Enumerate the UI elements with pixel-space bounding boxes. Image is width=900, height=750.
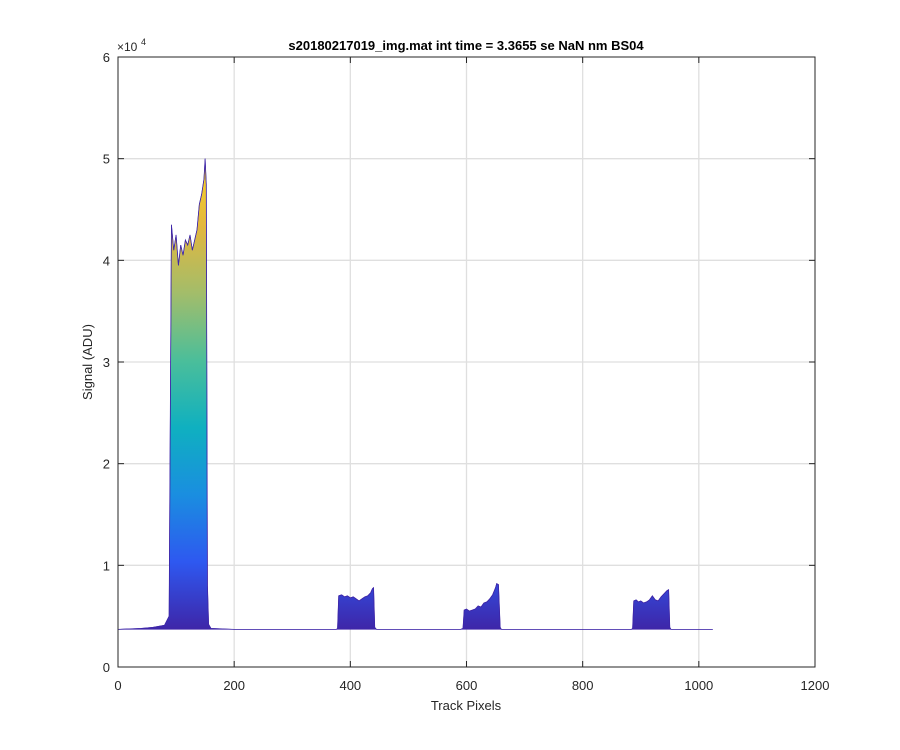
y-exponent-base: ×10 xyxy=(117,40,138,54)
x-axis-label: Track Pixels xyxy=(431,698,502,713)
signal-area xyxy=(117,158,713,630)
y-tick-label: 1 xyxy=(103,558,110,573)
x-tick-label: 400 xyxy=(339,678,361,693)
y-tick-label: 5 xyxy=(103,152,110,167)
y-tick-label: 0 xyxy=(103,660,110,675)
y-exponent-power: 4 xyxy=(141,37,146,47)
x-tick-label: 200 xyxy=(223,678,245,693)
axes xyxy=(117,56,816,668)
y-tick-labels: 0 1 2 3 4 5 6 xyxy=(103,50,110,675)
chart-title: s20180217019_img.mat int time = 3.3655 s… xyxy=(288,38,644,53)
y-tick-label: 2 xyxy=(103,457,110,472)
x-tick-label: 1000 xyxy=(684,678,713,693)
y-tick-label: 4 xyxy=(103,253,110,268)
signal-line xyxy=(117,158,713,630)
grid-lines xyxy=(118,57,815,667)
x-tick-label: 800 xyxy=(572,678,594,693)
y-tick-label: 6 xyxy=(103,50,110,65)
x-tick-label: 0 xyxy=(114,678,121,693)
x-tick-labels: 0 200 400 600 800 1000 1200 xyxy=(114,678,829,693)
x-tick-label: 600 xyxy=(456,678,478,693)
y-tick-label: 3 xyxy=(103,355,110,370)
x-tick-label: 1200 xyxy=(801,678,830,693)
y-axis-label: Signal (ADU) xyxy=(80,324,95,400)
